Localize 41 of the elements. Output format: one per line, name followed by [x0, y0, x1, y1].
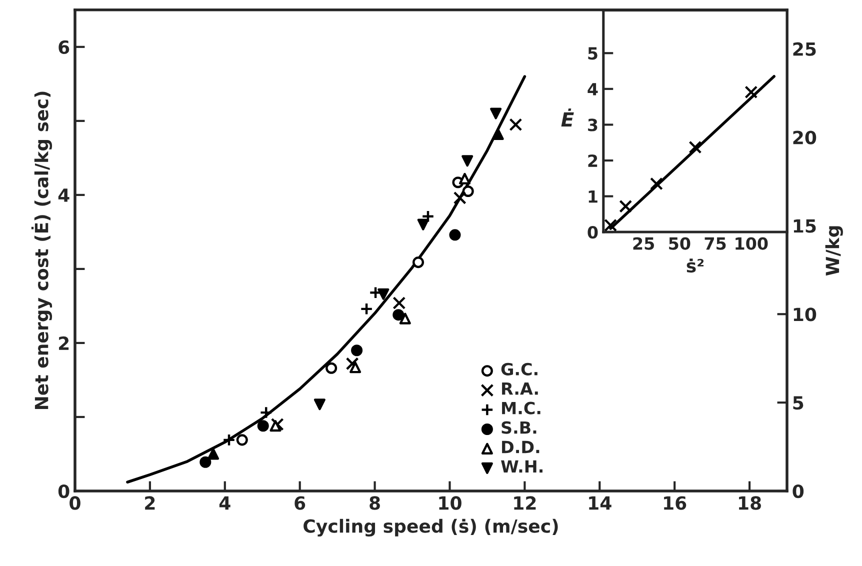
y2-tick-label: 20 — [793, 130, 816, 144]
x-tick-label: 16 — [664, 496, 686, 510]
legend-label: W.H. — [501, 460, 542, 473]
y2-axis-title: W/kg — [825, 226, 843, 276]
legend-label: G.C. — [501, 362, 538, 376]
y2-tick-label: 25 — [793, 42, 816, 56]
legend-label: S.B. — [502, 421, 536, 434]
y-tick-label: 5 — [588, 47, 598, 60]
x-tick-label: 50 — [669, 237, 690, 250]
x-tick-label: 4 — [219, 496, 230, 510]
y-tick-label: 2 — [59, 336, 69, 350]
y-tick-label: 3 — [588, 118, 598, 132]
x-tick-label: 18 — [739, 496, 761, 510]
y-axis-title: Ė — [561, 108, 574, 126]
y2-tick-label: 0 — [792, 484, 804, 498]
x-tick-label: 100 — [736, 237, 768, 250]
y-tick-label: 4 — [58, 188, 70, 202]
y-tick-label: 0 — [58, 484, 70, 498]
x-axis-title: ṡ² — [686, 258, 704, 273]
legend-label: D.D. — [502, 440, 540, 454]
legend-label: R.A. — [502, 382, 538, 395]
y-tick-label: 6 — [58, 40, 70, 54]
y2-tick-label: 10 — [794, 308, 816, 322]
y-tick-label: 2 — [588, 154, 598, 167]
y-tick-label: 0 — [588, 226, 598, 239]
y2-tick-label: 5 — [793, 396, 804, 410]
y-tick-label: 4 — [588, 83, 598, 96]
x-tick-label: 12 — [514, 496, 536, 510]
x-tick-label: 14 — [589, 496, 612, 510]
y-tick-label: 1 — [588, 190, 598, 203]
x-tick-label: 2 — [145, 496, 155, 510]
legend-label: M.C. — [502, 402, 540, 414]
x-tick-label: 10 — [439, 496, 462, 510]
x-tick-label: 0 — [70, 496, 80, 510]
x-tick-label: 75 — [704, 237, 726, 250]
y2-tick-label: 15 — [794, 219, 816, 233]
x-tick-label: 8 — [370, 496, 380, 510]
y-axis-title: Net energy cost (Ė) (cal/kg sec) — [31, 92, 52, 410]
x-tick-label: 25 — [633, 237, 654, 250]
x-tick-label: 6 — [294, 496, 306, 510]
x-axis-title: Cycling speed (ṡ) (m/sec) — [304, 518, 558, 537]
